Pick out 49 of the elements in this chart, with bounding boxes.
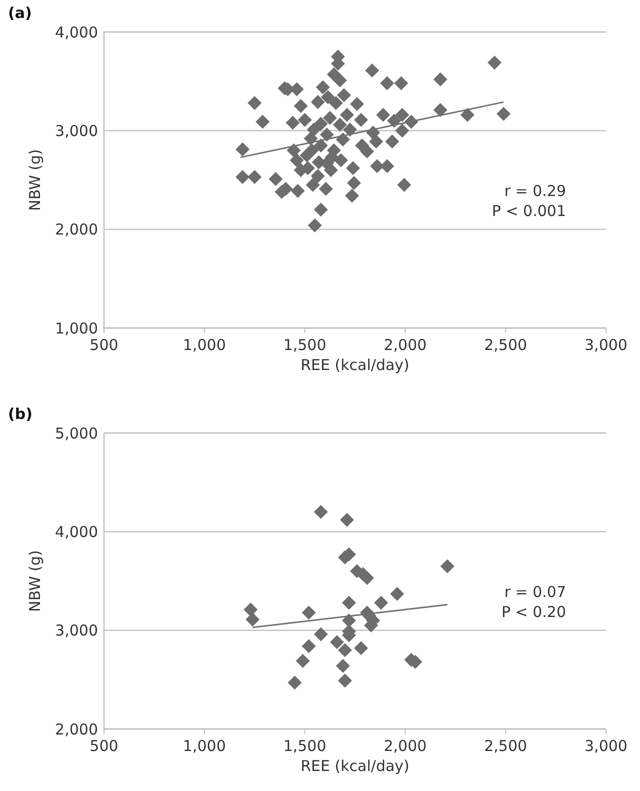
point bbox=[330, 635, 344, 650]
y-tick-label: 2,000 bbox=[55, 720, 98, 738]
chart-title: (a) bbox=[8, 4, 32, 22]
point bbox=[440, 559, 454, 574]
point bbox=[296, 654, 310, 668]
y-tick-label: 1,000 bbox=[55, 319, 98, 338]
point bbox=[302, 606, 316, 620]
point bbox=[244, 602, 258, 617]
point bbox=[314, 627, 328, 642]
point bbox=[374, 596, 388, 610]
x-tick-label: 500 bbox=[90, 737, 118, 755]
point bbox=[338, 643, 352, 658]
y-tick-label: 4,000 bbox=[55, 522, 98, 541]
x-tick-label: 2,500 bbox=[484, 336, 528, 354]
x-tick-label: 2,500 bbox=[484, 737, 528, 755]
point bbox=[314, 504, 328, 519]
y-tick-label: 2,000 bbox=[55, 220, 98, 239]
y-axis-title: NBW (g) bbox=[26, 550, 44, 612]
point bbox=[354, 641, 368, 656]
x-tick-label: 3,000 bbox=[584, 336, 628, 354]
annotation: P < 0.001 bbox=[492, 202, 566, 220]
point bbox=[288, 676, 302, 690]
y-tick-label: 4,000 bbox=[55, 23, 98, 42]
chart-title: (b) bbox=[8, 405, 32, 423]
x-tick-label: 2,000 bbox=[384, 737, 427, 755]
x-axis-title: REE (kcal/day) bbox=[300, 757, 410, 775]
x-axis-title: REE (kcal/day) bbox=[300, 356, 410, 374]
point bbox=[302, 639, 316, 654]
annotation: r = 0.29 bbox=[504, 182, 566, 200]
y-tick-label: 5,000 bbox=[55, 424, 98, 442]
x-tick-label: 1,500 bbox=[283, 737, 326, 755]
point bbox=[342, 596, 356, 610]
x-tick-label: 2,000 bbox=[384, 336, 427, 354]
point bbox=[336, 658, 350, 673]
y-tick-label: 3,000 bbox=[55, 622, 98, 640]
x-tick-label: 3,000 bbox=[584, 737, 628, 755]
x-tick-label: 1,500 bbox=[283, 336, 326, 354]
point bbox=[360, 571, 374, 586]
point bbox=[390, 586, 404, 601]
y-tick-label: 3,000 bbox=[55, 122, 98, 140]
annotation: r = 0.07 bbox=[504, 583, 566, 601]
point bbox=[338, 674, 352, 688]
y-axis-title: NBW (g) bbox=[26, 149, 44, 211]
annotation: P < 0.20 bbox=[501, 603, 566, 621]
x-tick-label: 1,000 bbox=[182, 336, 226, 354]
x-tick-label: 1,000 bbox=[182, 737, 226, 755]
point bbox=[340, 512, 354, 527]
x-tick-label: 500 bbox=[90, 336, 118, 354]
point bbox=[246, 612, 260, 626]
